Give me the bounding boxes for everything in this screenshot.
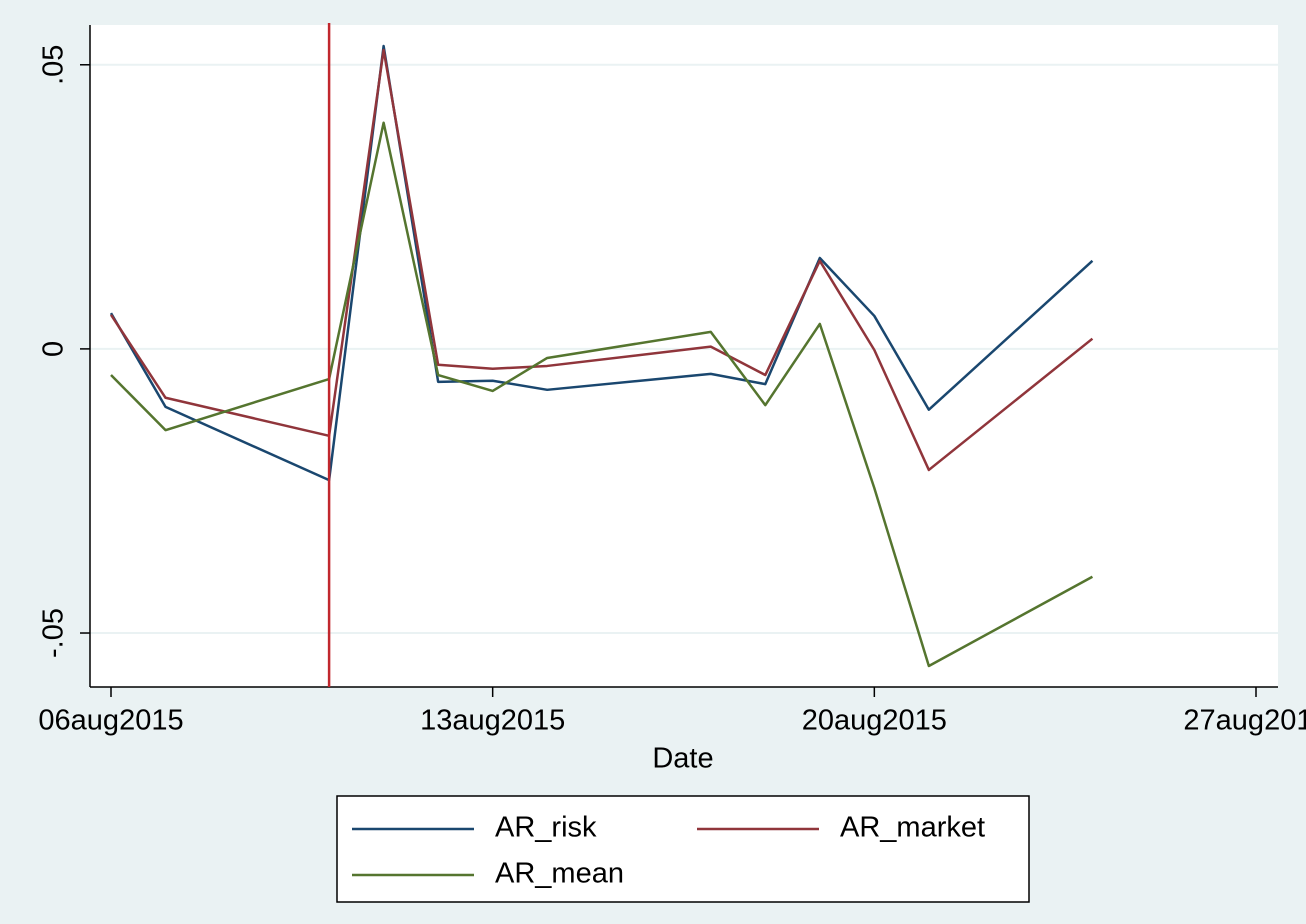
y-tick-label: .05 <box>38 45 70 85</box>
legend-box <box>336 795 1030 903</box>
x-tick-label: 20aug2015 <box>802 705 947 737</box>
x-axis-title: Date <box>652 743 713 775</box>
x-tick-label: 06aug2015 <box>38 705 183 737</box>
legend-label: AR_mean <box>495 858 624 890</box>
x-tick-label: 13aug2015 <box>420 705 565 737</box>
legend-label: AR_market <box>840 812 985 844</box>
plot-area <box>90 25 1278 687</box>
y-tick-label: -.05 <box>38 608 70 658</box>
x-tick-label: 27aug2015 <box>1183 705 1306 737</box>
legend-label: AR_risk <box>495 812 597 844</box>
y-tick-label: 0 <box>38 341 70 357</box>
